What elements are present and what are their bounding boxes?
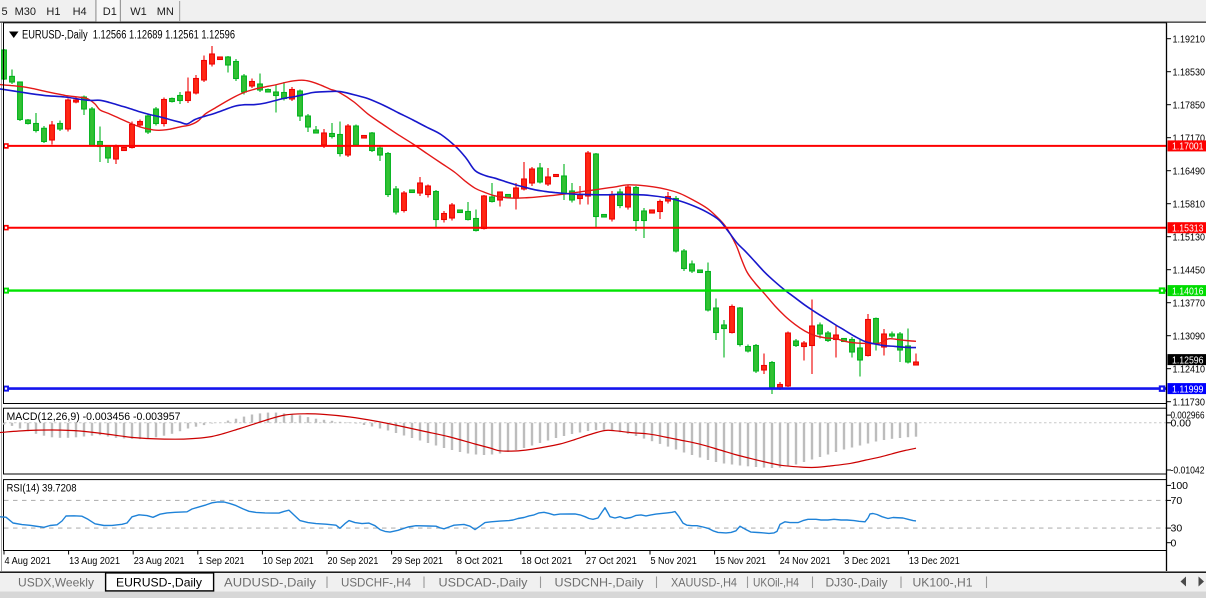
svg-text:USDCAD-,Daily: USDCAD-,Daily bbox=[439, 576, 528, 590]
svg-text:UKOil-,H4: UKOil-,H4 bbox=[753, 576, 799, 590]
svg-text:13 Dec 2021: 13 Dec 2021 bbox=[909, 556, 960, 567]
svg-text:1.17001: 1.17001 bbox=[1172, 141, 1204, 153]
svg-text:0.00: 0.00 bbox=[1171, 417, 1192, 429]
svg-text:DJ30-,Daily: DJ30-,Daily bbox=[826, 576, 888, 590]
svg-text:10 Sep 2021: 10 Sep 2021 bbox=[263, 556, 314, 567]
svg-text:8 Oct 2021: 8 Oct 2021 bbox=[457, 556, 504, 567]
svg-text:1.15810: 1.15810 bbox=[1173, 198, 1206, 210]
svg-text:20 Sep 2021: 20 Sep 2021 bbox=[328, 556, 379, 567]
svg-text:1.11730: 1.11730 bbox=[1173, 396, 1206, 408]
svg-text:1.14016: 1.14016 bbox=[1172, 285, 1204, 297]
svg-text:USDX,Weekly: USDX,Weekly bbox=[18, 576, 94, 590]
svg-text:1.17850: 1.17850 bbox=[1173, 99, 1206, 111]
svg-text:18 Oct 2021: 18 Oct 2021 bbox=[521, 556, 572, 567]
svg-text:23 Aug 2021: 23 Aug 2021 bbox=[134, 556, 185, 567]
svg-text:13 Aug 2021: 13 Aug 2021 bbox=[69, 556, 120, 567]
svg-text:USDCHF-,H4: USDCHF-,H4 bbox=[341, 576, 411, 590]
svg-text:0.002966: 0.002966 bbox=[1171, 410, 1205, 422]
svg-text:H4: H4 bbox=[73, 6, 87, 18]
svg-text:70: 70 bbox=[1171, 495, 1183, 507]
svg-text:30: 30 bbox=[1171, 523, 1183, 535]
svg-text:1.18530: 1.18530 bbox=[1173, 66, 1206, 78]
svg-text:1.12410: 1.12410 bbox=[1173, 363, 1206, 375]
svg-text:UK100-,H1: UK100-,H1 bbox=[913, 576, 973, 590]
svg-text:15 Nov 2021: 15 Nov 2021 bbox=[715, 556, 766, 567]
svg-text:29 Sep 2021: 29 Sep 2021 bbox=[392, 556, 443, 567]
svg-text:0: 0 bbox=[1171, 537, 1177, 549]
svg-text:W1: W1 bbox=[130, 6, 147, 18]
svg-text:1.16490: 1.16490 bbox=[1173, 165, 1206, 177]
svg-text:-0.01042: -0.01042 bbox=[1171, 465, 1205, 477]
svg-text:RSI(14) 39.7208: RSI(14) 39.7208 bbox=[7, 483, 77, 495]
svg-text:1.13770: 1.13770 bbox=[1173, 297, 1206, 309]
svg-text:USDCNH-,Daily: USDCNH-,Daily bbox=[555, 576, 644, 590]
svg-text:4 Aug 2021: 4 Aug 2021 bbox=[5, 556, 52, 567]
svg-text:D1: D1 bbox=[103, 6, 117, 18]
svg-text:M30: M30 bbox=[15, 6, 36, 18]
svg-text:24 Nov 2021: 24 Nov 2021 bbox=[780, 556, 831, 567]
svg-text:MN: MN bbox=[157, 6, 174, 18]
svg-text:1.11999: 1.11999 bbox=[1172, 383, 1204, 395]
svg-text:1.12596: 1.12596 bbox=[1172, 354, 1204, 366]
svg-text:1 Sep 2021: 1 Sep 2021 bbox=[198, 556, 245, 567]
svg-text:XAUUSD-,H4: XAUUSD-,H4 bbox=[671, 576, 737, 590]
svg-text:1.14450: 1.14450 bbox=[1173, 264, 1206, 276]
svg-text:AUDUSD-,Daily: AUDUSD-,Daily bbox=[224, 576, 316, 590]
svg-text:1.15313: 1.15313 bbox=[1172, 222, 1204, 234]
svg-text:27 Oct 2021: 27 Oct 2021 bbox=[586, 556, 637, 567]
svg-text:1.15130: 1.15130 bbox=[1173, 231, 1206, 243]
svg-text:100: 100 bbox=[1171, 480, 1189, 492]
svg-text:1.13090: 1.13090 bbox=[1173, 330, 1206, 342]
svg-text:5: 5 bbox=[2, 6, 8, 18]
svg-text:EURUSD-,Daily 1.12566 1.12689: EURUSD-,Daily 1.12566 1.12689 1.12561 1.… bbox=[22, 30, 235, 42]
svg-text:5 Nov 2021: 5 Nov 2021 bbox=[651, 556, 698, 567]
svg-text:EURUSD-,Daily: EURUSD-,Daily bbox=[116, 576, 202, 590]
svg-text:MACD(12,26,9) -0.003456 -0.003: MACD(12,26,9) -0.003456 -0.003957 bbox=[7, 411, 181, 423]
svg-text:3 Dec 2021: 3 Dec 2021 bbox=[844, 556, 891, 567]
svg-text:1.19210: 1.19210 bbox=[1173, 33, 1206, 45]
svg-text:H1: H1 bbox=[46, 6, 60, 18]
